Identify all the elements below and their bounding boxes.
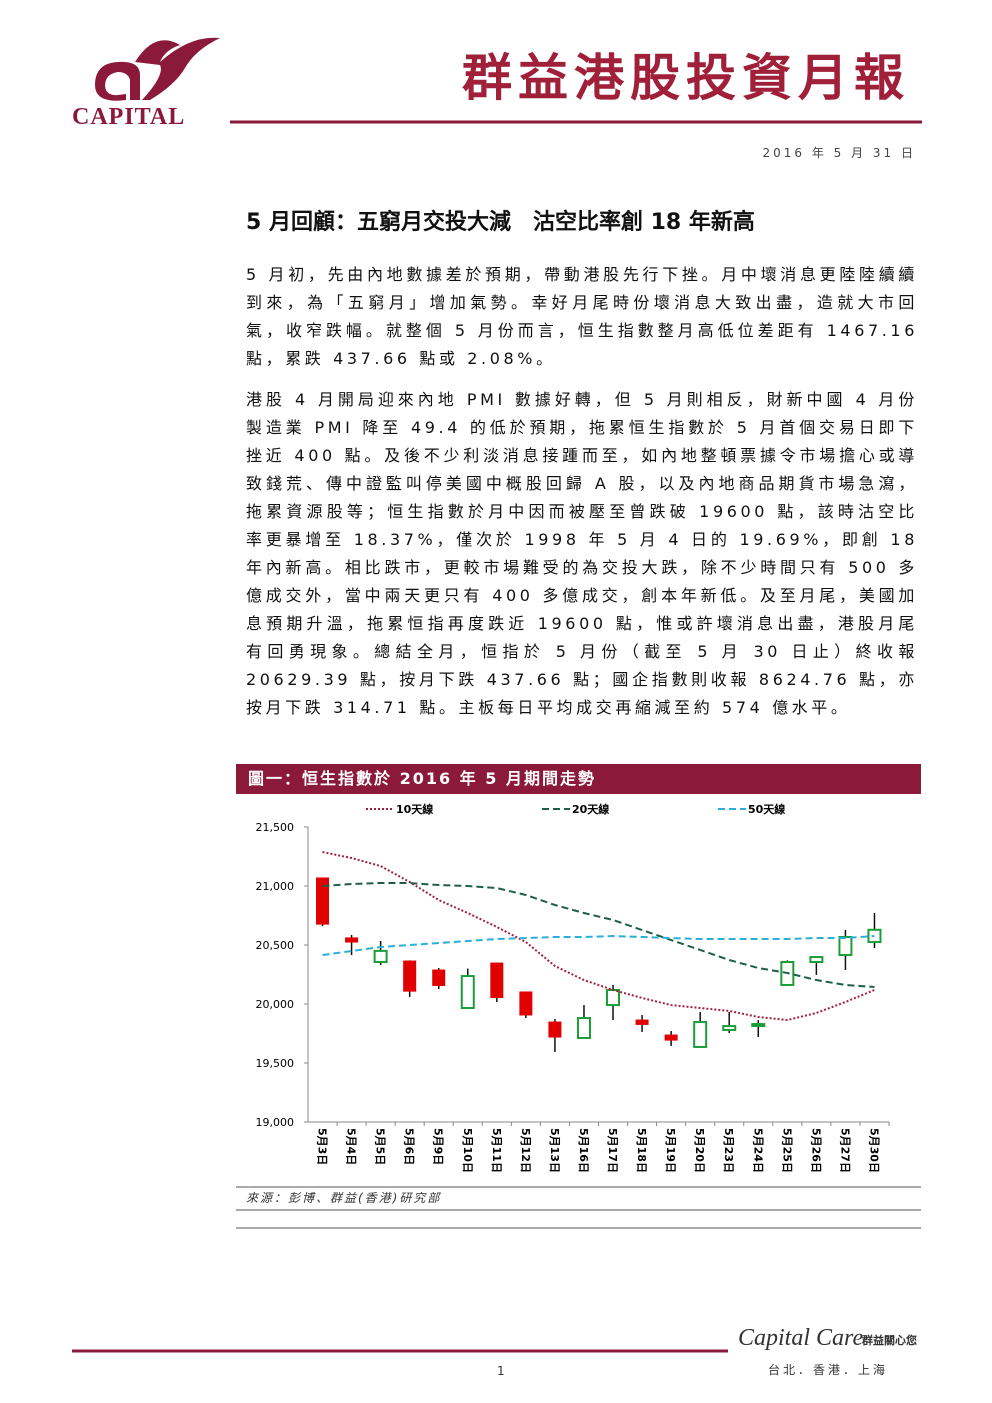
x-tick-label: 5月27日 xyxy=(838,1128,851,1173)
page-number: 1 xyxy=(497,1364,505,1378)
footer-brand: Capital Care xyxy=(738,1325,863,1351)
candle-body xyxy=(316,877,330,925)
moving-average-line xyxy=(322,851,875,1022)
candle-body xyxy=(606,988,621,1007)
brand: CAPITAL xyxy=(72,104,186,130)
x-tick-label: 5月23日 xyxy=(722,1128,735,1173)
paragraph: 港股 4 月開局迎來內地 PMI 數據好轉，但 5 月則相反，財新中國 4 月份… xyxy=(246,390,918,717)
y-tick-label: 19,000 xyxy=(256,1116,295,1129)
candle-body xyxy=(519,991,533,1016)
y-tick-label: 21,500 xyxy=(256,821,295,834)
candle-body xyxy=(548,1021,562,1038)
x-tick-label: 5月11日 xyxy=(490,1128,503,1173)
legend-label: 20天線 xyxy=(572,802,609,816)
candle-body xyxy=(576,1017,591,1039)
candle-body xyxy=(751,1023,766,1028)
x-tick-label: 5月4日 xyxy=(345,1128,358,1165)
paragraph: 5 月初，先由內地數據差於預期，帶動港股先行下挫。月中壞消息更陸陸續續到來，為「… xyxy=(246,265,918,368)
footer-cities: 台北．香港．上海 xyxy=(768,1362,888,1377)
candle-body xyxy=(867,928,882,944)
source: 來源：彭博、群益(香港)研究部 xyxy=(246,1191,442,1205)
x-tick-label: 5月10日 xyxy=(461,1128,474,1173)
x-tick-label: 5月13日 xyxy=(548,1128,561,1173)
x-tick-label: 5月16日 xyxy=(577,1128,590,1173)
candle-body xyxy=(460,975,475,1010)
y-tick-label: 19,500 xyxy=(256,1057,295,1070)
candle-body xyxy=(490,962,504,999)
legend-label: 50天線 xyxy=(748,802,785,816)
x-tick-label: 5月30日 xyxy=(867,1128,880,1173)
y-tick-label: 20,500 xyxy=(256,939,295,952)
candle-body xyxy=(635,1019,649,1025)
chart-header: 圖一：恒生指數於 2016 年 5 月期間走勢 xyxy=(236,764,921,794)
date: 2016 年 5 月 31 日 xyxy=(762,146,916,160)
x-tick-label: 5月3日 xyxy=(316,1128,329,1165)
candle-body xyxy=(373,949,388,963)
x-tick-label: 5月20日 xyxy=(693,1128,706,1173)
moving-average-line xyxy=(322,935,875,957)
moving-average-line xyxy=(322,882,875,989)
candle-body xyxy=(838,935,853,957)
logo xyxy=(95,37,220,101)
x-tick-label: 5月17日 xyxy=(606,1128,619,1173)
article-title: 5 月回顧：五窮月交投大減 沽空比率創 18 年新高 xyxy=(246,210,755,235)
candle-body xyxy=(722,1025,737,1031)
x-tick-label: 5月24日 xyxy=(751,1128,764,1173)
chart-title: 圖一：恒生指數於 2016 年 5 月期間走勢 xyxy=(248,769,596,788)
x-tick-label: 5月25日 xyxy=(780,1128,793,1173)
chart: 19,000 19,500 20,000 20,500 21,000 21,500 5月3日… xyxy=(256,802,890,1173)
x-tick-label: 5月9日 xyxy=(432,1128,445,1165)
x-tick-label: 5月6日 xyxy=(403,1128,416,1165)
footer-slogan: 群益關心您 xyxy=(861,1333,917,1347)
x-tick-label: 5月19日 xyxy=(664,1128,677,1173)
legend-label: 10天線 xyxy=(396,802,433,816)
x-tick-label: 5月5日 xyxy=(374,1128,387,1165)
candle-body xyxy=(809,956,824,963)
candle-body xyxy=(403,960,417,992)
y-tick-label: 20,000 xyxy=(256,998,295,1011)
x-tick-label: 5月12日 xyxy=(519,1128,532,1173)
candle-body xyxy=(693,1021,708,1048)
x-tick-label: 5月18日 xyxy=(635,1128,648,1173)
y-tick-label: 21,000 xyxy=(256,880,295,893)
candle-body xyxy=(432,969,446,986)
candle-body xyxy=(345,937,359,943)
x-tick-label: 5月26日 xyxy=(809,1128,822,1173)
report-title: 群益港股投資月報 xyxy=(462,48,910,107)
candle-body xyxy=(664,1034,678,1041)
